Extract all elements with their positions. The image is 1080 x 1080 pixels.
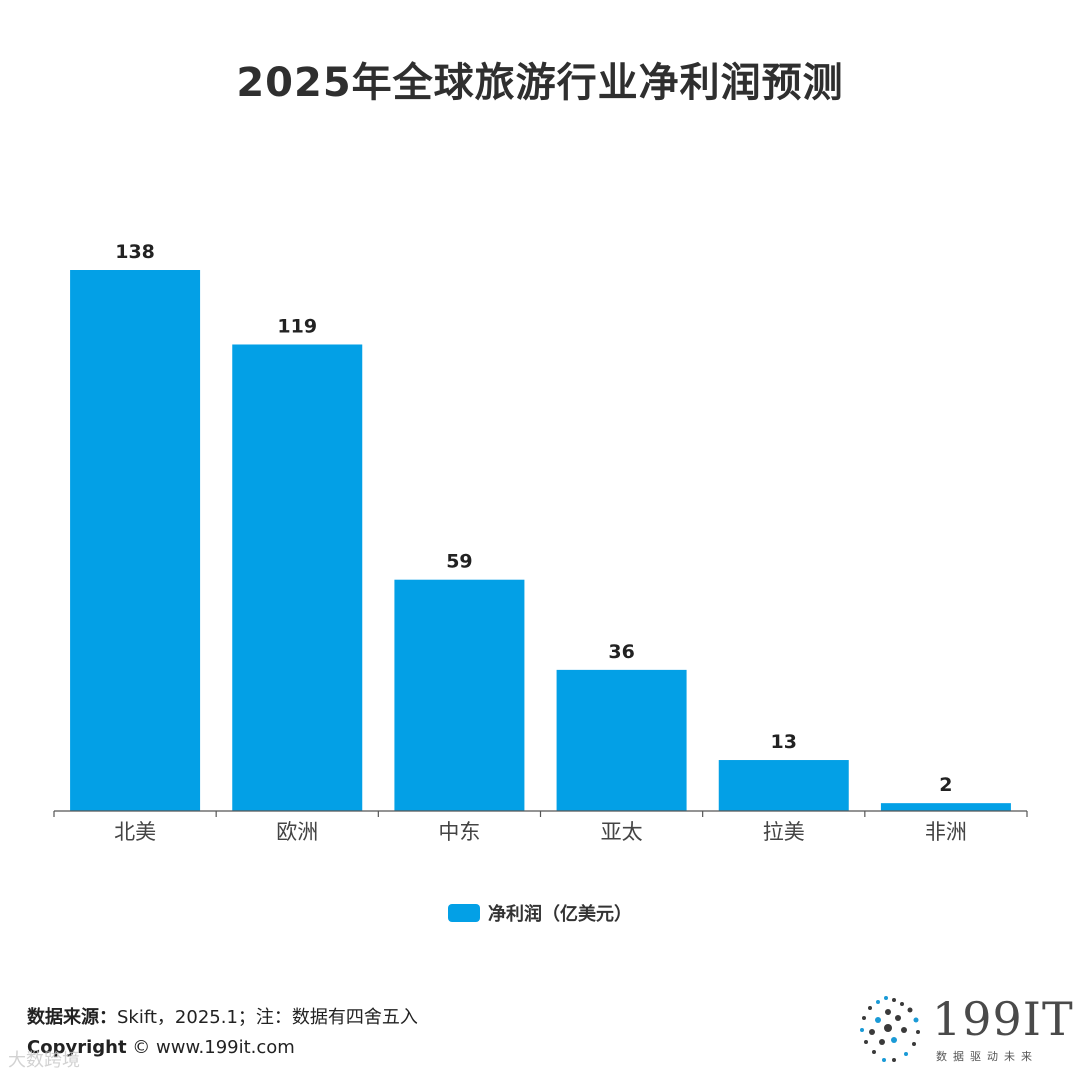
value-label-1: 119 <box>277 315 317 337</box>
value-label-5: 2 <box>939 774 952 796</box>
chart-title: 2025年全球旅游行业净利润预测 <box>236 60 844 106</box>
watermark: 大数跨境 <box>8 1050 80 1071</box>
category-label-4: 拉美 <box>763 820 805 844</box>
source-label: 数据来源： <box>27 1007 117 1028</box>
bar-4 <box>718 760 849 811</box>
source-text: Skift，2025.1；注：数据有四舍五入 <box>117 1007 418 1028</box>
value-label-3: 36 <box>608 641 634 663</box>
value-label-2: 59 <box>446 551 472 573</box>
dot-globe-icon <box>860 996 920 1062</box>
category-label-3: 亚太 <box>601 820 643 844</box>
x-axis-ticks <box>53 811 1028 817</box>
category-label-5: 非洲 <box>925 820 967 844</box>
bar-chart: 138 119 59 36 13 2 北美 欧洲 中东 亚太 拉美 非洲 <box>53 241 1028 844</box>
bar-3 <box>556 669 687 811</box>
bar-1 <box>232 344 363 811</box>
copyright-text: © www.199it.com <box>132 1037 295 1058</box>
brand-logo: 199IT 数据驱动未来 <box>848 990 1073 1070</box>
bar-0 <box>70 270 201 811</box>
copyright-note: Copyright © www.199it.com <box>27 1037 295 1058</box>
legend: 净利润（亿美元） <box>0 900 1080 926</box>
category-label-1: 欧洲 <box>276 820 318 844</box>
category-label-2: 中东 <box>438 820 480 844</box>
logo-text: 199IT <box>932 992 1074 1046</box>
legend-swatch <box>448 904 480 922</box>
value-label-4: 13 <box>771 731 797 753</box>
bar-5 <box>880 803 1011 811</box>
bars-group <box>70 270 1011 811</box>
logo-subtitle: 数据驱动未来 <box>936 1050 1038 1063</box>
source-note: 数据来源：Skift，2025.1；注：数据有四舍五入 <box>27 1003 418 1029</box>
category-label-0: 北美 <box>114 820 156 844</box>
category-labels-group: 北美 欧洲 中东 亚太 拉美 非洲 <box>114 820 967 844</box>
copyright-label: Copyright <box>27 1037 127 1058</box>
value-labels-group: 138 119 59 36 13 2 <box>115 241 952 796</box>
bar-2 <box>394 579 525 811</box>
legend-label: 净利润（亿美元） <box>488 904 632 925</box>
value-label-0: 138 <box>115 241 155 263</box>
